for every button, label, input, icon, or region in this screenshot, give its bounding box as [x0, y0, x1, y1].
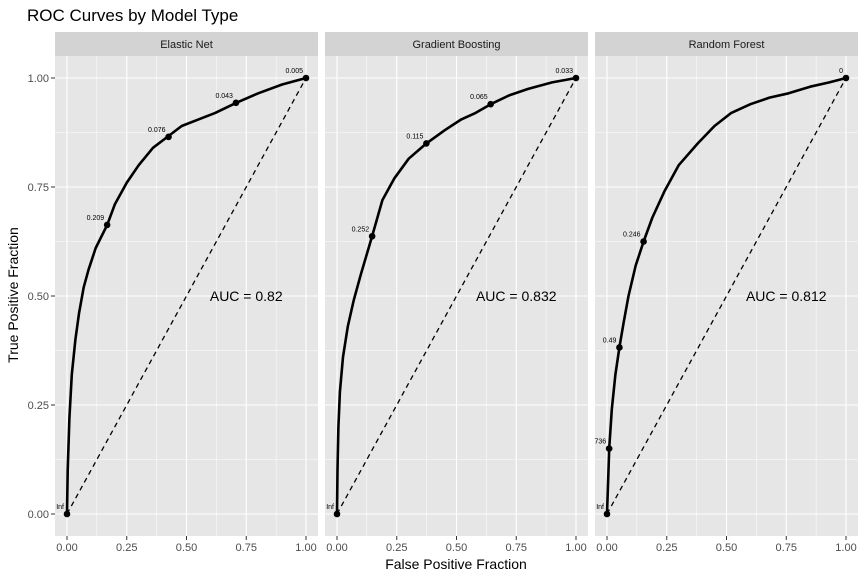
auc-label: AUC = 0.82 — [210, 288, 283, 304]
reference-diagonal — [66, 77, 307, 515]
facet-strip — [595, 32, 858, 56]
cutpoint-marker — [603, 510, 611, 518]
facet-strip-label: Elastic Net — [160, 39, 213, 51]
reference-diagonal — [606, 77, 847, 515]
facet-panel: Random Forest 0.00 0.25 0.50 0.75 1.00 Inf 736 0… — [594, 32, 858, 554]
auc-label: AUC = 0.812 — [746, 288, 827, 304]
facet-panel: Elastic Net 0.00 0.25 0.50 0.75 1.00 Inf 0.209 0… — [55, 32, 318, 554]
roc-curve — [65, 76, 308, 516]
cutpoint-marker — [572, 74, 580, 82]
cutpoint-label: 0.065 — [470, 94, 488, 101]
y-tick-label: 1.00 — [28, 73, 49, 85]
cutpoint-label: 736 — [594, 439, 606, 446]
x-tick-label: 0.25 — [656, 542, 677, 554]
y-tick-label: 0.75 — [28, 182, 49, 194]
y-tick-label: 0.25 — [28, 400, 49, 412]
x-axis-title: False Positive Fraction — [385, 556, 527, 572]
x-tick-label: 0.00 — [56, 542, 77, 554]
cutpoint-label: 0 — [839, 68, 843, 75]
cutpoint-label: 0.076 — [148, 127, 166, 134]
cutpoint-marker — [616, 344, 623, 351]
auc-label: AUC = 0.832 — [476, 288, 557, 304]
cutpoint-label: 0.246 — [623, 232, 641, 239]
x-tick-label: 1.00 — [295, 542, 316, 554]
facet-strip — [325, 32, 588, 56]
cutpoint-marker — [842, 74, 850, 82]
cutpoint-label: 0.252 — [352, 226, 370, 233]
x-tick-label: 0.50 — [176, 542, 197, 554]
x-tick-label: 0.00 — [596, 542, 617, 554]
cutpoint-label: Inf — [596, 504, 604, 511]
cutpoint-marker — [232, 99, 240, 107]
facet-strip-label: Gradient Boosting — [412, 39, 500, 51]
x-tick-label: 0.75 — [776, 542, 797, 554]
cutpoint-marker — [423, 140, 430, 147]
chart-title: ROC Curves by Model Type — [27, 6, 238, 25]
cutpoint-marker — [302, 74, 310, 82]
cutpoint-label: 0.209 — [87, 215, 105, 222]
x-tick-label: 0.25 — [116, 542, 137, 554]
x-tick-label: 1.00 — [565, 542, 586, 554]
facet-panels: Elastic Net 0.00 0.25 0.50 0.75 1.00 Inf 0.209 0… — [55, 32, 858, 554]
cutpoint-marker — [333, 510, 341, 518]
y-tick-label: 0.50 — [28, 291, 49, 303]
x-tick-label: 0.75 — [506, 542, 527, 554]
cutpoint-marker — [368, 232, 376, 240]
cutpoint-label: 0.005 — [285, 68, 303, 75]
cutpoint-label: 0.043 — [215, 93, 233, 100]
facet-panel: Gradient Boosting 0.00 0.25 0.50 0.75 1.00 Inf… — [325, 32, 588, 554]
cutpoint-marker — [165, 133, 172, 141]
roc-curve — [335, 76, 578, 516]
cutpoint-marker — [605, 445, 613, 452]
cutpoint-marker — [103, 221, 111, 229]
y-axis: 0.00 0.25 0.50 0.75 1.00 — [28, 73, 55, 521]
facet-strip-label: Random Forest — [689, 39, 765, 51]
y-tick-label: 0.00 — [28, 509, 49, 521]
cutpoint-marker — [640, 238, 647, 245]
x-tick-label: 1.00 — [835, 542, 856, 554]
x-tick-label: 0.75 — [236, 542, 257, 554]
reference-diagonal — [336, 77, 577, 515]
cutpoint-marker — [63, 510, 71, 518]
cutpoint-label: Inf — [56, 504, 64, 511]
x-tick-label: 0.50 — [716, 542, 737, 554]
y-axis-title: True Positive Fraction — [5, 227, 21, 363]
cutpoint-label: 0.033 — [555, 68, 573, 75]
cutpoint-label: 0.115 — [406, 133, 423, 140]
x-tick-label: 0.00 — [326, 542, 347, 554]
x-tick-label: 0.50 — [446, 542, 467, 554]
cutpoint-label: Inf — [326, 504, 334, 511]
x-tick-label: 0.25 — [386, 542, 407, 554]
cutpoint-label: 0.49 — [603, 337, 617, 344]
cutpoint-marker — [487, 100, 494, 108]
roc-curve — [605, 76, 848, 516]
facet-strip — [55, 32, 318, 56]
